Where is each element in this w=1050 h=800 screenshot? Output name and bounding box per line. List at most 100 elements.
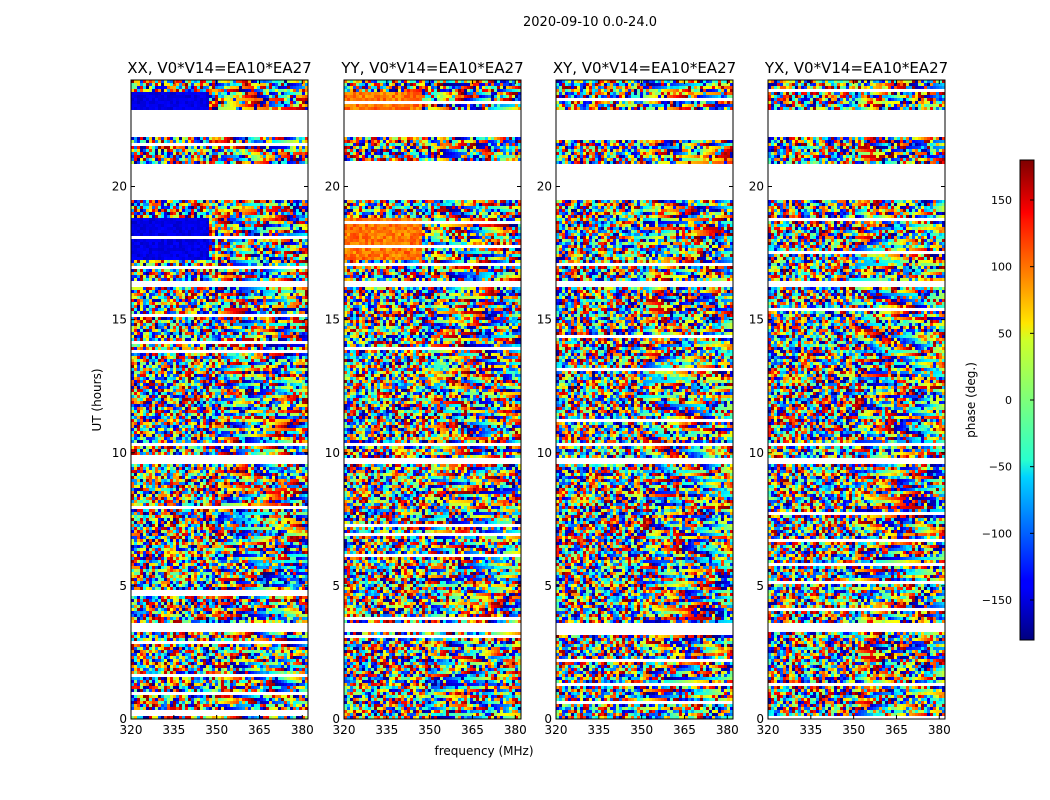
- phase-cell: [170, 80, 173, 83]
- phase-cell: [146, 218, 149, 221]
- phase-cell: [245, 362, 248, 365]
- phase-cell: [248, 140, 251, 143]
- phase-cell: [290, 263, 293, 266]
- phase-cell: [152, 161, 155, 164]
- phase-cell: [197, 233, 200, 236]
- phase-cell: [155, 311, 158, 314]
- phase-cell: [293, 218, 296, 221]
- phase-cell: [167, 209, 170, 212]
- phase-cell: [263, 233, 266, 236]
- phase-cell: [224, 269, 227, 272]
- phase-cell: [251, 257, 254, 260]
- phase-cell: [251, 374, 254, 377]
- phase-cell: [188, 212, 191, 215]
- phase-cell: [215, 260, 218, 263]
- phase-cell: [131, 320, 134, 323]
- phase-cell: [137, 278, 140, 281]
- phase-cell: [227, 395, 230, 398]
- phase-cell: [152, 404, 155, 407]
- phase-cell: [170, 158, 173, 161]
- phase-cell: [248, 275, 251, 278]
- phase-cell: [221, 152, 224, 155]
- phase-cell: [239, 290, 242, 293]
- phase-cell: [299, 260, 302, 263]
- phase-cell: [149, 101, 152, 104]
- phase-cell: [176, 410, 179, 413]
- phase-cell: [290, 251, 293, 254]
- phase-cell: [203, 245, 206, 248]
- phase-cell: [224, 323, 227, 326]
- phase-cell: [188, 287, 191, 290]
- phase-cell: [221, 137, 224, 140]
- phase-cell: [203, 269, 206, 272]
- phase-cell: [152, 263, 155, 266]
- phase-cell: [248, 242, 251, 245]
- phase-cell: [215, 269, 218, 272]
- phase-cell: [278, 209, 281, 212]
- phase-cell: [299, 98, 302, 101]
- phase-cell: [197, 221, 200, 224]
- phase-cell: [209, 158, 212, 161]
- phase-cell: [263, 392, 266, 395]
- phase-cell: [146, 227, 149, 230]
- phase-cell: [242, 293, 245, 296]
- phase-cell: [191, 146, 194, 149]
- phase-cell: [200, 386, 203, 389]
- phase-cell: [245, 323, 248, 326]
- phase-cell: [221, 203, 224, 206]
- phase-cell: [296, 149, 299, 152]
- phase-cell: [188, 278, 191, 281]
- phase-cell: [155, 146, 158, 149]
- phase-cell: [227, 302, 230, 305]
- phase-cell: [149, 359, 152, 362]
- phase-cell: [140, 278, 143, 281]
- phase-cell: [194, 317, 197, 320]
- phase-cell: [293, 308, 296, 311]
- phase-cell: [221, 209, 224, 212]
- phase-cell: [149, 287, 152, 290]
- phase-cell: [191, 230, 194, 233]
- phase-cell: [131, 389, 134, 392]
- phase-cell: [305, 353, 308, 356]
- phase-cell: [233, 389, 236, 392]
- phase-cell: [266, 200, 269, 203]
- phase-cell: [152, 308, 155, 311]
- phase-cell: [158, 389, 161, 392]
- phase-cell: [275, 323, 278, 326]
- phase-cell: [155, 326, 158, 329]
- phase-cell: [212, 224, 215, 227]
- phase-cell: [167, 269, 170, 272]
- phase-cell: [170, 149, 173, 152]
- phase-cell: [158, 146, 161, 149]
- phase-cell: [215, 92, 218, 95]
- phase-cell: [191, 395, 194, 398]
- phase-cell: [176, 272, 179, 275]
- phase-cell: [293, 260, 296, 263]
- phase-cell: [224, 149, 227, 152]
- phase-cell: [248, 347, 251, 350]
- phase-cell: [167, 206, 170, 209]
- phase-cell: [227, 212, 230, 215]
- phase-cell: [269, 287, 272, 290]
- phase-cell: [158, 215, 161, 218]
- phase-cell: [269, 410, 272, 413]
- phase-cell: [203, 326, 206, 329]
- phase-cell: [245, 140, 248, 143]
- phase-cell: [161, 368, 164, 371]
- phase-cell: [284, 275, 287, 278]
- phase-cell: [170, 317, 173, 320]
- phase-cell: [305, 215, 308, 218]
- phase-cell: [224, 212, 227, 215]
- phase-cell: [146, 233, 149, 236]
- phase-cell: [158, 347, 161, 350]
- phase-cell: [179, 275, 182, 278]
- phase-cell: [254, 152, 257, 155]
- phase-cell: [161, 137, 164, 140]
- phase-cell: [224, 395, 227, 398]
- phase-cell: [155, 302, 158, 305]
- phase-cell: [206, 395, 209, 398]
- phase-cell: [188, 335, 191, 338]
- phase-cell: [152, 323, 155, 326]
- phase-cell: [182, 98, 185, 101]
- phase-cell: [182, 374, 185, 377]
